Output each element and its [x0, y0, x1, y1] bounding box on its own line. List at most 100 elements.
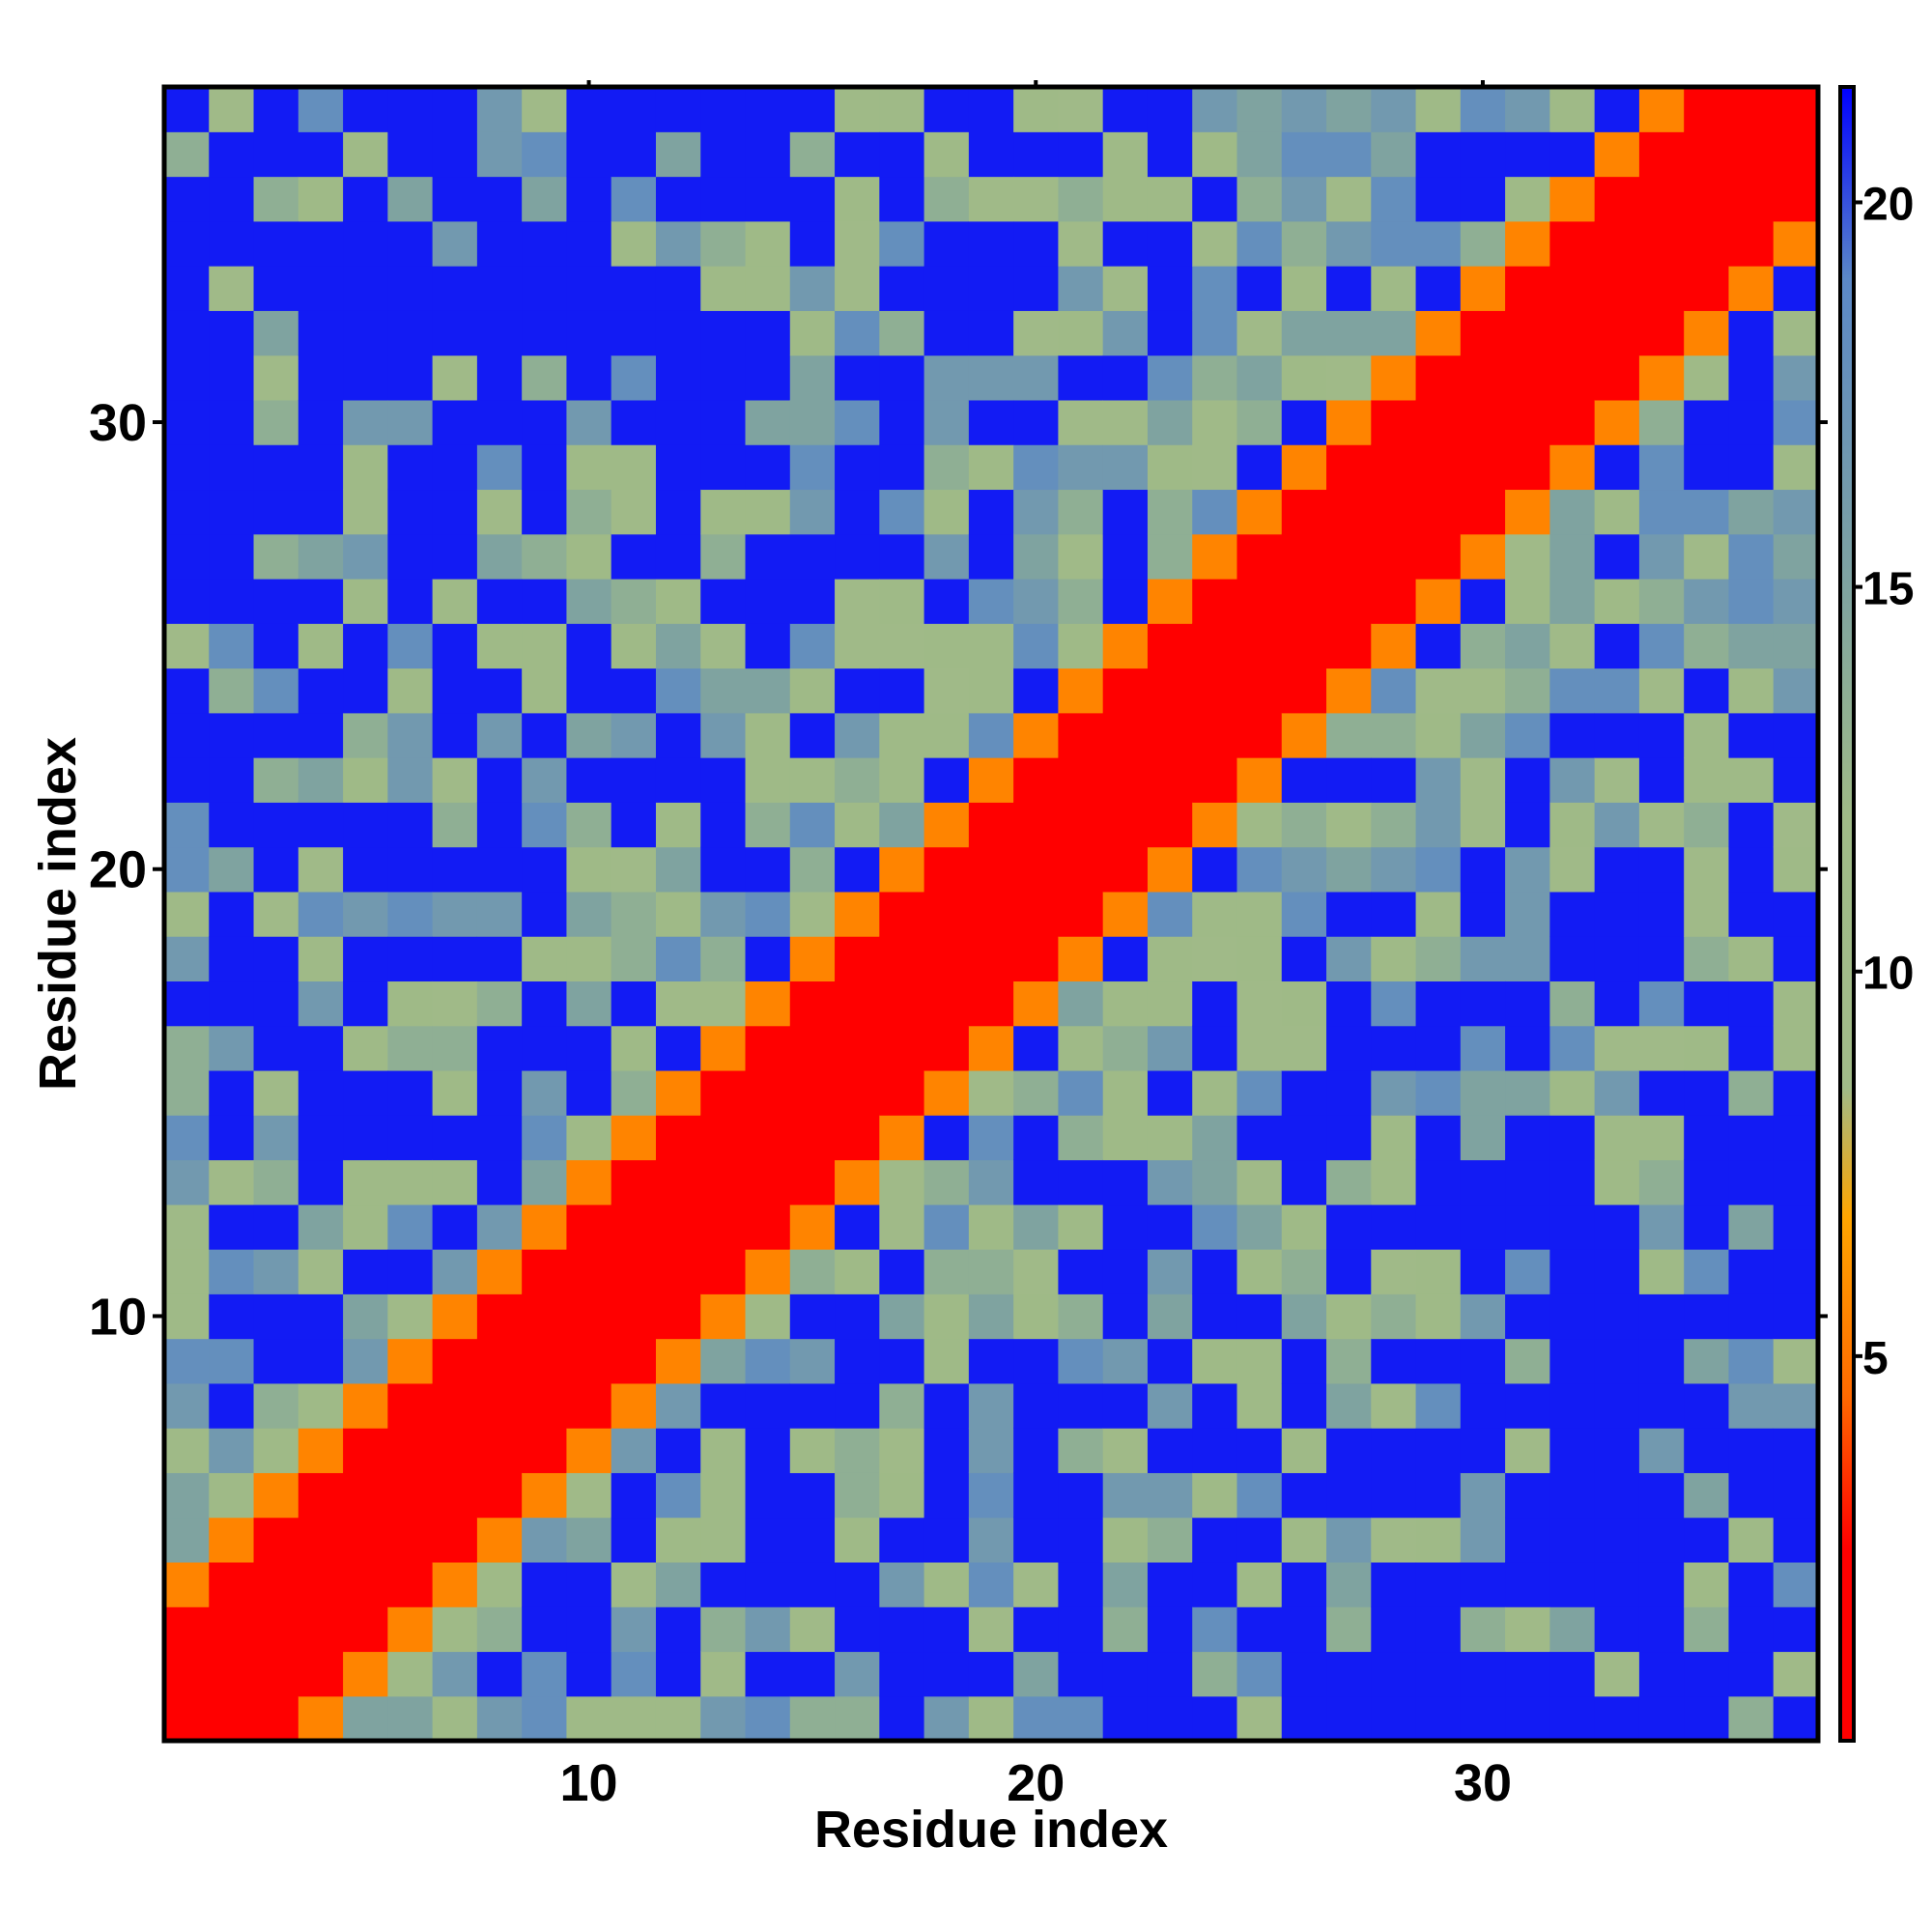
heatmap-cell — [343, 1695, 388, 1742]
heatmap-cell — [1058, 802, 1104, 848]
heatmap-cell — [387, 1651, 434, 1697]
heatmap-cell — [1728, 891, 1775, 937]
heatmap-cell — [566, 310, 612, 356]
heatmap-cell — [879, 1204, 925, 1250]
heatmap-cell — [1281, 1382, 1327, 1429]
heatmap-cell — [1505, 1115, 1550, 1161]
heatmap-cell — [1236, 802, 1283, 848]
heatmap-cell — [1728, 1204, 1775, 1250]
heatmap-cell — [1102, 1428, 1149, 1473]
heatmap-cell — [432, 1069, 478, 1116]
heatmap-cell — [1505, 1069, 1550, 1116]
heatmap-cell — [1549, 802, 1596, 848]
heatmap-cell — [1281, 1159, 1327, 1206]
heatmap-cell — [387, 1159, 434, 1206]
heatmap-cell — [745, 980, 791, 1027]
heatmap-cell — [343, 310, 388, 356]
heatmap-cell — [164, 1651, 210, 1697]
heatmap-cell — [1773, 266, 1819, 311]
heatmap-cell — [1326, 712, 1372, 758]
heatmap-cell — [476, 489, 523, 535]
heatmap-cell — [1371, 1472, 1417, 1519]
heatmap-cell — [1594, 1606, 1640, 1653]
heatmap-cell — [1549, 936, 1596, 982]
heatmap-cell — [655, 802, 701, 848]
heatmap-cell — [164, 1069, 210, 1116]
heatmap-cell — [1058, 220, 1104, 267]
heatmap-cell — [655, 891, 701, 937]
heatmap-cell — [1058, 1338, 1104, 1384]
heatmap-cell — [1460, 1651, 1506, 1697]
heatmap-cell — [923, 1517, 970, 1563]
heatmap-cell — [1147, 1472, 1193, 1519]
heatmap-cell — [209, 802, 255, 848]
heatmap-cell — [566, 578, 612, 624]
heatmap-cell — [1505, 668, 1550, 714]
heatmap-cell — [1192, 578, 1238, 624]
heatmap-cell — [1594, 399, 1640, 445]
heatmap-cell — [1415, 1606, 1462, 1653]
heatmap-cell — [879, 1293, 925, 1340]
heatmap-cell — [1638, 1249, 1685, 1294]
heatmap-cells — [164, 87, 1819, 1742]
heatmap-cell — [1773, 1159, 1819, 1206]
heatmap-cell — [1549, 533, 1596, 580]
heatmap-cell — [1549, 1249, 1596, 1294]
x-tick-label: 20 — [1007, 1754, 1065, 1812]
heatmap-cell — [1460, 578, 1506, 624]
heatmap-cell — [1415, 1159, 1462, 1206]
heatmap-cell — [253, 489, 299, 535]
heatmap-cell — [1728, 802, 1775, 848]
heatmap-cell — [1594, 936, 1640, 982]
heatmap-cell — [209, 355, 255, 401]
heatmap-cell — [789, 131, 836, 178]
heatmap-cell — [789, 1249, 836, 1294]
heatmap-cell — [566, 936, 612, 982]
heatmap-cell — [1460, 1517, 1506, 1563]
heatmap-cell — [209, 1338, 255, 1384]
heatmap-cell — [432, 802, 478, 848]
heatmap-cell — [1728, 310, 1775, 356]
heatmap-cell — [1058, 1249, 1104, 1294]
heatmap-cell — [789, 1204, 836, 1250]
heatmap-cell — [1773, 712, 1819, 758]
heatmap-cell — [1638, 1025, 1685, 1071]
heatmap-cell — [522, 1115, 568, 1161]
heatmap-cell — [1415, 1472, 1462, 1519]
heatmap-cell — [253, 220, 299, 267]
heatmap-cell — [1415, 1338, 1462, 1384]
heatmap-cell — [1192, 87, 1238, 132]
heatmap-cell — [835, 1695, 880, 1742]
heatmap-cell — [522, 891, 568, 937]
heatmap-cell — [1013, 266, 1060, 311]
heatmap-cell — [1638, 1517, 1685, 1563]
heatmap-cell — [879, 891, 925, 937]
heatmap-cell — [522, 668, 568, 714]
heatmap-cell — [566, 757, 612, 803]
heatmap-cell — [700, 1428, 747, 1473]
heatmap-cell — [923, 1338, 970, 1384]
heatmap-cell — [1013, 1428, 1060, 1473]
heatmap-cell — [1460, 846, 1506, 893]
heatmap-cell — [700, 1338, 747, 1384]
heatmap-cell — [1549, 220, 1596, 267]
heatmap-cell — [1058, 891, 1104, 937]
plot-frame — [161, 84, 1821, 1744]
heatmap-cell — [655, 533, 701, 580]
heatmap-cell — [835, 1472, 880, 1519]
heatmap-cell — [1728, 1159, 1775, 1206]
heatmap-cell — [1147, 87, 1193, 132]
heatmap-cell — [298, 220, 344, 267]
heatmap-cell — [968, 1159, 1014, 1206]
heatmap-cell — [1058, 1517, 1104, 1563]
heatmap-cell — [1684, 399, 1730, 445]
heatmap-cell — [1058, 399, 1104, 445]
heatmap-cell — [1013, 220, 1060, 267]
heatmap-cell — [611, 489, 657, 535]
heatmap-cell — [1460, 980, 1506, 1027]
heatmap-cell — [745, 266, 791, 311]
heatmap-cell — [209, 533, 255, 580]
heatmap-cell — [298, 1293, 344, 1340]
heatmap-cell — [1505, 1428, 1550, 1473]
heatmap-cell — [611, 1695, 657, 1742]
